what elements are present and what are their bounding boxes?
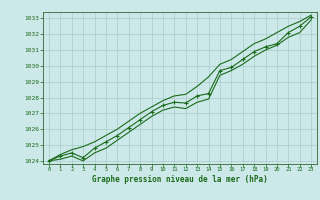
X-axis label: Graphe pression niveau de la mer (hPa): Graphe pression niveau de la mer (hPa) xyxy=(92,175,268,184)
